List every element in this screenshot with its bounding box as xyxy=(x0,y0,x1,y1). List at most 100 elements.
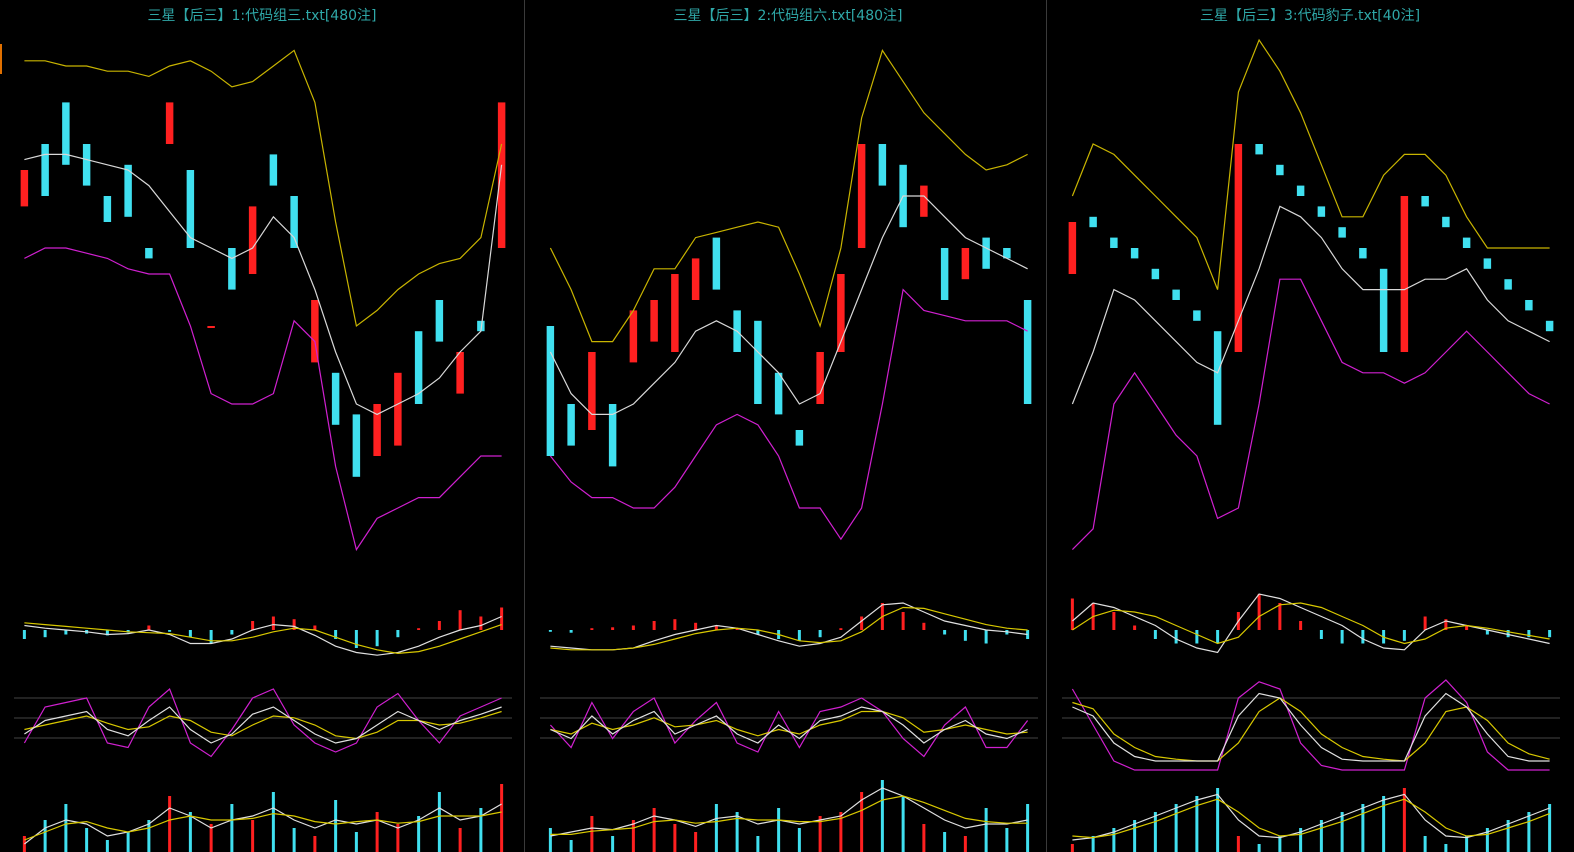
candle xyxy=(837,274,845,352)
macd-bar xyxy=(860,616,864,630)
macd-bar xyxy=(963,630,967,641)
volume-bar xyxy=(85,828,89,852)
volume-bar xyxy=(1527,812,1531,852)
candle xyxy=(1089,216,1097,228)
volume-bar xyxy=(569,840,573,852)
candle xyxy=(1317,206,1326,217)
macd-bar xyxy=(1485,630,1489,635)
kdj-k xyxy=(24,706,502,744)
upper-band xyxy=(549,49,1028,343)
candle xyxy=(982,237,990,269)
macd-bar xyxy=(1527,630,1531,638)
volume-bar xyxy=(1026,804,1030,852)
candle xyxy=(477,320,485,332)
candle xyxy=(1023,300,1032,404)
volume-bar xyxy=(694,832,698,852)
volume-ma xyxy=(24,811,502,841)
volume-bar xyxy=(64,804,68,852)
volume-bar xyxy=(1112,828,1116,852)
volume-ma xyxy=(550,787,1028,837)
macd-bar xyxy=(230,630,234,635)
candle xyxy=(1504,279,1512,290)
candle xyxy=(290,196,298,248)
macd-bar xyxy=(354,630,358,648)
macd-bar xyxy=(735,628,739,630)
marker xyxy=(0,44,2,74)
volume-bar xyxy=(126,832,130,852)
macd-dea xyxy=(1072,602,1550,645)
volume-ma xyxy=(550,795,1028,835)
candle xyxy=(373,404,381,456)
macd-bar xyxy=(22,630,26,639)
volume-bar xyxy=(209,824,213,852)
candle xyxy=(857,144,866,248)
macd-bar xyxy=(1112,612,1116,630)
candle xyxy=(103,196,112,222)
macd-dea xyxy=(550,606,1028,651)
macd-bar xyxy=(818,630,822,638)
macd-bar xyxy=(251,621,255,630)
lower-band xyxy=(24,247,502,552)
candle xyxy=(1234,144,1243,352)
volume-bar xyxy=(147,820,151,852)
candle xyxy=(1151,268,1160,280)
macd-bar xyxy=(334,630,338,639)
candle xyxy=(940,248,949,300)
macd-bar xyxy=(1402,630,1406,641)
candle xyxy=(1276,164,1284,176)
macd-bar xyxy=(943,630,947,635)
macd-dif xyxy=(24,615,502,656)
candle xyxy=(920,185,928,217)
macd-bar xyxy=(1216,630,1220,644)
volume-bar xyxy=(271,792,275,852)
volume-bar xyxy=(943,832,947,852)
candle xyxy=(691,258,700,300)
volume-bar xyxy=(1548,804,1552,852)
volume-bar xyxy=(1340,812,1344,852)
volume-bar xyxy=(105,840,109,852)
candle xyxy=(1068,222,1077,274)
macd-dea xyxy=(24,622,502,655)
macd-bar xyxy=(292,619,296,630)
macd-bar xyxy=(631,625,635,630)
candle xyxy=(795,430,804,446)
candle xyxy=(608,404,617,467)
volume-bar xyxy=(500,784,504,852)
volume-bar xyxy=(797,828,801,852)
volume-bar xyxy=(1485,828,1489,852)
macd-bar xyxy=(147,625,151,630)
macd-bar xyxy=(1548,630,1552,638)
candle xyxy=(62,102,70,165)
macd-bar xyxy=(1361,630,1365,644)
volume-bar xyxy=(1153,812,1157,852)
volume-bar xyxy=(168,796,172,852)
candle xyxy=(20,170,29,207)
candle xyxy=(961,248,970,280)
candle xyxy=(1296,185,1305,196)
volume-bar xyxy=(1361,804,1365,852)
candle xyxy=(228,248,236,290)
macd-bar xyxy=(984,630,988,644)
volume-bar xyxy=(1236,836,1240,852)
volume-bar xyxy=(1382,796,1386,852)
volume-bar xyxy=(631,820,635,852)
candle xyxy=(1003,248,1011,259)
candle xyxy=(650,300,658,342)
volume-ma xyxy=(1072,793,1550,841)
macd-bar xyxy=(1319,630,1323,639)
candle xyxy=(546,326,555,456)
volume-bar xyxy=(1005,828,1009,852)
volume-bar xyxy=(1133,820,1137,852)
macd-bar xyxy=(1174,630,1178,644)
candle xyxy=(497,102,506,249)
macd-bar xyxy=(590,628,594,630)
volume-bar xyxy=(1506,820,1510,852)
macd-bar xyxy=(458,610,462,630)
volume-bar xyxy=(1174,804,1178,852)
candle xyxy=(1462,237,1471,248)
candle xyxy=(311,300,319,363)
macd-bar xyxy=(209,630,213,644)
candle xyxy=(394,372,402,446)
candle xyxy=(1193,310,1201,321)
candle xyxy=(1545,320,1554,332)
